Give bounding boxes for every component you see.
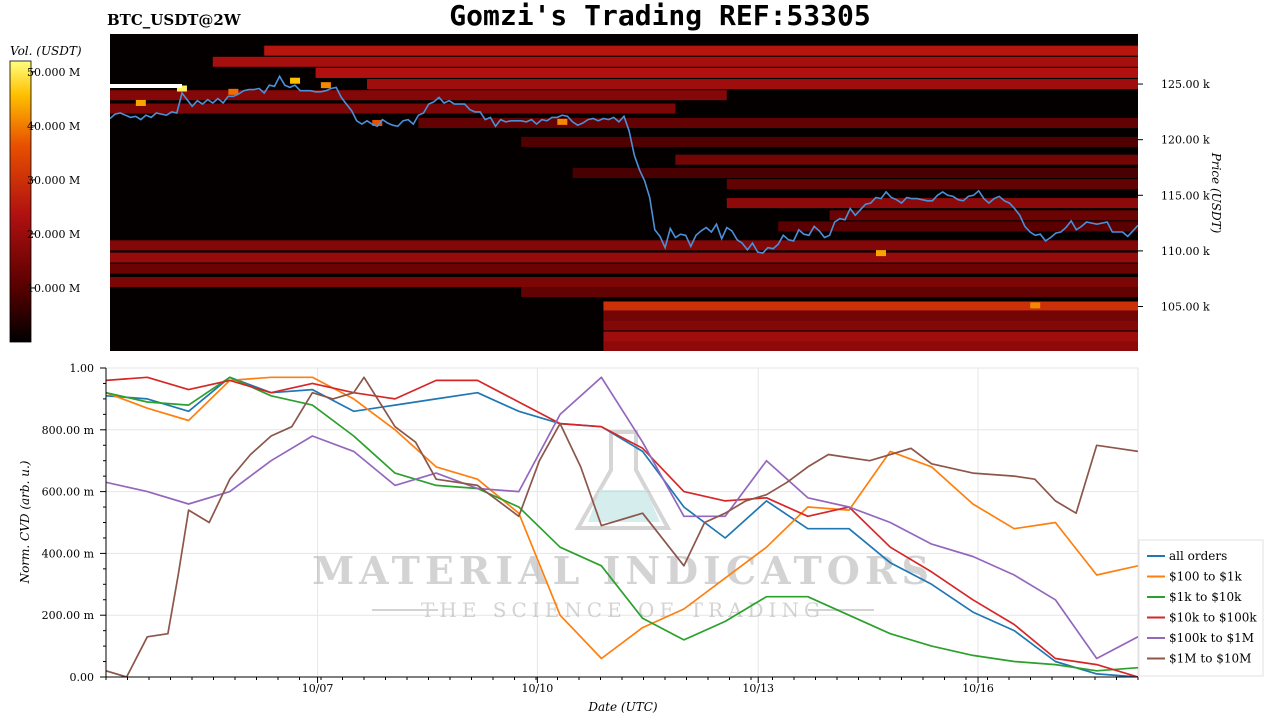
- price-axis: 105.00 k 110.00 k 115.00 k 120.00 k 125.00 k: [1138, 78, 1210, 314]
- liquidity-band: [212, 56, 1138, 67]
- colorbar-tick-label: 30.000 M: [27, 174, 80, 187]
- cvd-lines: [106, 376, 1138, 677]
- cvd-x-axis: 10/07 10/10 10/13 10/16: [105, 676, 1139, 695]
- pair-label: BTC_USDT@2W: [107, 11, 242, 29]
- liquidity-band: [110, 252, 1138, 263]
- colorbar-ticks: 10.000 M 20.000 M 30.000 M 40.000 M 50.000 M: [27, 66, 80, 295]
- legend-label-1m-to-10m: $1M to $10M: [1169, 652, 1251, 666]
- liquidity-band: [675, 154, 1138, 165]
- colorbar-gradient: [9, 60, 32, 343]
- liquidity-band: [603, 310, 1138, 321]
- liquidity-hot-spot: [557, 118, 568, 125]
- colorbar-tick-label: 40.000 M: [27, 120, 80, 133]
- liquidity-band: [829, 210, 1138, 221]
- cvd-line-1m-to-10m: [106, 376, 1138, 677]
- liquidity-band: [726, 179, 1138, 190]
- cvd-x-tick-label: 10/10: [522, 682, 554, 695]
- colorbar-tick-label: 10.000 M: [27, 282, 80, 295]
- liquidity-band: [726, 198, 1138, 209]
- liquidity-band: [110, 90, 727, 101]
- cvd-line-100-to-1k: [106, 376, 1138, 660]
- cvd-y-tick-label: 200.00 m: [42, 609, 95, 622]
- price-tick-label: 110.00 k: [1161, 245, 1210, 258]
- liquidity-band: [603, 331, 1138, 342]
- liquidity-hot-spot: [876, 250, 886, 257]
- cvd-y-axis: 0.00 200.00 m 400.00 m 600.00 m 800.00 m 1.00: [42, 362, 107, 684]
- liquidity-hot-spot: [1030, 302, 1041, 309]
- liquidity-hot-spot: [372, 119, 383, 126]
- liquidity-band: [264, 45, 1138, 56]
- cvd-grid: [106, 367, 1138, 678]
- colorbar-label: Vol. (USDT): [10, 44, 82, 58]
- liquidity-band: [367, 79, 1138, 90]
- liquidity-band: [315, 67, 1138, 78]
- liquidity-band: [778, 221, 1138, 232]
- legend-label-1k-to-10k: $1k to $10k: [1169, 590, 1242, 604]
- price-tick-label: 115.00 k: [1161, 189, 1210, 202]
- heatmap-hot-spots: [135, 77, 1041, 309]
- liquidity-hot-spot: [135, 99, 146, 106]
- price-line: [110, 74, 1138, 254]
- heatmap-bands: [110, 45, 1138, 351]
- colorbar-tick-label: 50.000 M: [27, 66, 80, 79]
- liquidity-band: [110, 277, 1138, 288]
- cvd-x-tick-label: 10/16: [962, 682, 994, 695]
- watermark-tagline: THE SCIENCE OF TRADING: [421, 598, 825, 622]
- colorbar-tick-label: 20.000 M: [27, 228, 80, 241]
- cvd-x-axis-label: Date (UTC): [587, 700, 657, 714]
- liquidity-band: [603, 320, 1138, 331]
- cvd-plot-area: [105, 367, 1139, 678]
- price-axis-label: Price (USDT): [1209, 152, 1223, 234]
- material-indicators-watermark: MATERIAL INDICATORS THE SCIENCE OF TRADI…: [312, 430, 934, 622]
- chart-title: Gomzi's Trading REF:53305: [449, 0, 870, 32]
- liquidity-band: [521, 136, 1138, 147]
- liquidity-wall-highlight: [110, 84, 182, 88]
- liquidity-band: [110, 240, 1138, 251]
- price-tick-label: 120.00 k: [1161, 134, 1210, 147]
- liquidity-hot-spot: [176, 85, 187, 92]
- cvd-x-tick-label: 10/07: [302, 682, 334, 695]
- liquidity-band: [418, 117, 1138, 128]
- legend-items: all orders $100 to $1k $1k to $10k $10k to …: [1147, 549, 1257, 666]
- liquidity-band: [603, 301, 1138, 312]
- liquidity-band: [110, 263, 1138, 274]
- legend-box: [1138, 539, 1264, 677]
- price-tick-label: 105.00 k: [1161, 301, 1210, 314]
- cvd-y-tick-label: 0.00: [70, 671, 95, 684]
- cvd-y-axis-label: Norm. CVD (arb. u.): [18, 460, 32, 584]
- legend-label-all-orders: all orders: [1169, 549, 1227, 563]
- cvd-y-tick-label: 1.00: [70, 362, 95, 375]
- liquidity-band: [110, 103, 676, 114]
- cvd-y-tick-label: 600.00 m: [42, 486, 95, 499]
- cvd-y-tick-label: 800.00 m: [42, 424, 95, 437]
- cvd-panel: MATERIAL INDICATORS THE SCIENCE OF TRADI…: [18, 362, 1264, 714]
- liquidity-band: [521, 287, 1138, 298]
- legend-label-100-to-1k: $100 to $1k: [1169, 570, 1242, 584]
- cvd-legend: all orders $100 to $1k $1k to $10k $10k to …: [1138, 539, 1264, 677]
- watermark-brand: MATERIAL INDICATORS: [312, 548, 934, 593]
- cvd-line-all-orders: [106, 376, 1138, 677]
- cvd-y-tick-label: 400.00 m: [42, 547, 95, 560]
- liquidity-hot-spot: [320, 82, 331, 89]
- cvd-line-1k-to-10k: [106, 376, 1138, 672]
- liquidity-hot-spot: [290, 77, 301, 84]
- heatmap-panel: 105.00 k 110.00 k 115.00 k 120.00 k 125.00 k…: [110, 34, 1223, 351]
- liquidity-band: [572, 168, 1138, 179]
- cvd-line-10k-to-100k: [106, 376, 1138, 677]
- cvd-x-tick-label: 10/13: [742, 682, 774, 695]
- liquidity-band: [603, 341, 1138, 351]
- legend-label-10k-to-100k: $10k to $100k: [1169, 611, 1257, 625]
- price-tick-label: 125.00 k: [1161, 78, 1210, 91]
- volume-colorbar: Vol. (USDT) 10.000 M 20.000 M 30.000 M 40.0…: [9, 44, 82, 343]
- legend-label-100k-to-1m: $100k to $1M: [1169, 631, 1254, 645]
- cvd-line-100k-to-1m: [106, 376, 1138, 660]
- liquidity-hot-spot: [228, 88, 239, 95]
